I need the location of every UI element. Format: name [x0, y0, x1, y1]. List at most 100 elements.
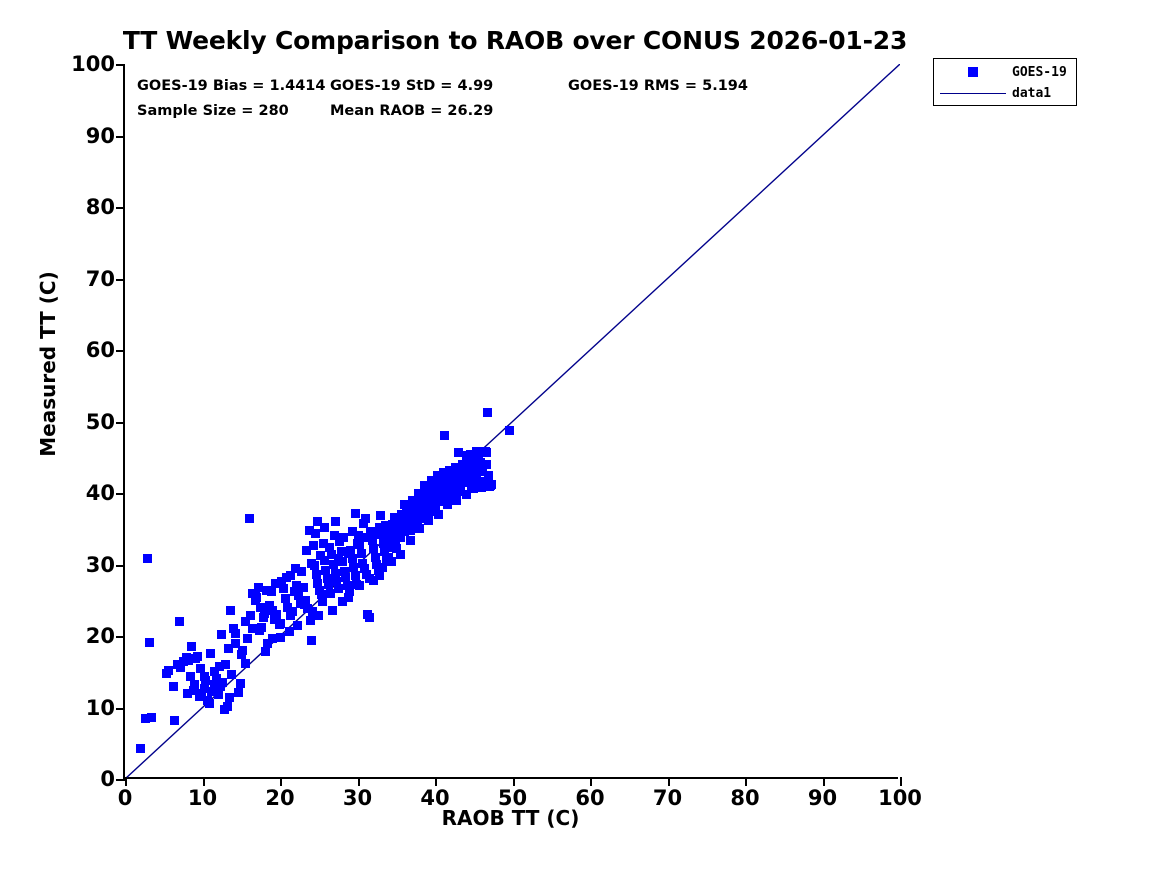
plot-canvas — [125, 64, 900, 779]
scatter-point — [200, 671, 210, 681]
y-tick-label: 20 — [85, 624, 115, 648]
y-tick-label: 50 — [85, 409, 115, 434]
y-tick — [116, 207, 125, 209]
x-tick — [667, 777, 670, 786]
scatter-point — [390, 512, 400, 522]
scatter-point — [367, 535, 377, 545]
scatter-point — [394, 524, 404, 534]
scatter-point — [377, 562, 387, 572]
scatter-point — [386, 542, 396, 552]
scatter-point — [318, 538, 328, 548]
scatter-point — [193, 652, 203, 662]
scatter-point — [306, 558, 316, 568]
scatter-point — [229, 623, 238, 633]
scatter-point — [297, 567, 307, 577]
scatter-point — [397, 509, 407, 519]
scatter-point — [403, 508, 413, 518]
scatter-point — [298, 582, 308, 592]
scatter-point — [364, 612, 374, 622]
scatter-point — [431, 501, 441, 511]
scatter-point — [281, 572, 291, 582]
scatter-point — [405, 535, 415, 545]
scatter-point — [479, 477, 489, 487]
scatter-point — [466, 449, 476, 459]
x-tick-label: 50 — [497, 786, 528, 810]
scatter-point — [437, 497, 447, 507]
scatter-point — [313, 578, 323, 588]
x-tick — [745, 777, 747, 786]
scatter-point — [446, 469, 455, 479]
scatter-point — [163, 665, 173, 675]
x-tick — [900, 777, 902, 786]
scatter-point — [173, 660, 183, 670]
y-tick — [116, 278, 125, 281]
scatter-point — [267, 634, 277, 644]
scatter-point — [350, 571, 360, 581]
scatter-point — [347, 554, 357, 564]
scatter-point — [378, 538, 388, 548]
scatter-point — [315, 551, 325, 561]
scatter-point — [272, 610, 282, 620]
y-tick-label: 40 — [85, 481, 115, 505]
scatter-point — [311, 528, 321, 538]
scatter-point — [327, 549, 337, 559]
legend-entry-goes19[interactable]: GOES-19 — [934, 61, 1076, 83]
scatter-point — [140, 713, 150, 723]
scatter-point — [477, 482, 486, 492]
y-tick-label: 0 — [100, 767, 115, 791]
scatter-point — [429, 492, 439, 502]
scatter-point — [455, 464, 465, 474]
scatter-point — [420, 481, 430, 491]
scatter-point — [199, 684, 209, 694]
scatter-point — [247, 624, 257, 634]
scatter-point — [418, 514, 428, 524]
scatter-point — [221, 660, 231, 670]
scatter-point — [333, 584, 343, 594]
scatter-point — [477, 467, 487, 477]
scatter-point — [408, 495, 418, 505]
annotation-bias: GOES-19 Bias = 1.4414 — [137, 78, 326, 94]
scatter-point — [362, 532, 372, 542]
annotation-sample-size: Sample Size = 280 — [137, 103, 289, 119]
scatter-point — [406, 525, 416, 535]
scatter-point — [261, 585, 271, 595]
scatter-point — [144, 637, 154, 647]
y-tick-label: 100 — [71, 52, 115, 76]
scatter-point — [304, 525, 314, 535]
scatter-point — [380, 547, 390, 557]
scatter-point — [328, 560, 338, 569]
scatter-point — [325, 542, 335, 552]
scatter-point — [443, 494, 453, 504]
scatter-point — [236, 650, 246, 660]
scatter-point — [342, 581, 352, 591]
x-tick-label: 10 — [187, 786, 218, 810]
x-tick-label: 20 — [265, 786, 295, 810]
x-tick-label: 60 — [575, 786, 605, 810]
scatter-point — [270, 615, 280, 625]
scatter-point — [267, 605, 277, 615]
scatter-point — [366, 527, 376, 537]
y-tick — [116, 564, 125, 567]
scatter-point — [284, 627, 294, 637]
x-tick — [202, 777, 205, 786]
scatter-point — [263, 638, 273, 648]
scatter-point — [484, 482, 494, 492]
scatter-point — [325, 588, 335, 598]
scatter-point — [398, 518, 408, 528]
y-tick-label: 10 — [85, 695, 115, 720]
scatter-point — [353, 538, 362, 548]
scatter-point — [207, 687, 217, 697]
y-tick — [116, 421, 125, 424]
page-title: TT Weekly Comparison to RAOB over CONUS … — [122, 26, 908, 55]
legend-entry-data1[interactable]: data1 — [934, 82, 1076, 104]
scatter-point — [294, 591, 304, 601]
scatter-point — [244, 513, 254, 523]
annotation-rms: GOES-19 RMS = 5.194 — [568, 78, 748, 94]
scatter-point — [242, 634, 252, 644]
scatter-point — [275, 618, 285, 628]
scatter-point — [370, 552, 380, 562]
scatter-point — [240, 658, 250, 668]
x-axis-label: RAOB TT (C) — [441, 806, 580, 830]
scatter-point — [374, 571, 384, 581]
scatter-point — [276, 632, 286, 642]
